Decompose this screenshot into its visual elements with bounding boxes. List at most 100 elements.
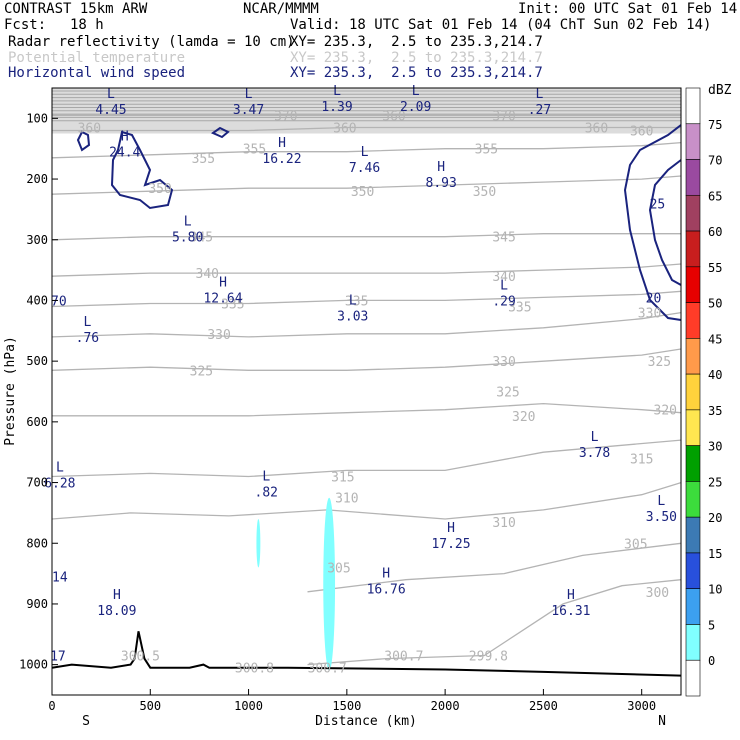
extremum-symbol: H — [113, 588, 121, 603]
theta-label: 345 — [492, 231, 515, 246]
theta-contour-330 — [51, 311, 682, 338]
fcst-value: 18 h — [70, 17, 104, 33]
extremum-value: 2.09 — [400, 100, 431, 115]
x-tick-label: 0 — [48, 699, 55, 713]
start-label: S — [82, 714, 90, 729]
theta-label: 335 — [345, 294, 368, 309]
extremum-value: 3.47 — [233, 103, 264, 118]
extremum-value: 8.93 — [426, 176, 457, 191]
theta-label: 300.8 — [235, 662, 274, 677]
theta-label: 310 — [492, 516, 515, 531]
wind-contour-outer-right — [623, 124, 682, 321]
extremum-value: 7.46 — [349, 161, 380, 176]
colorbar-swatch — [685, 159, 701, 196]
extremum-value: 1.39 — [321, 100, 352, 115]
theta-label: 355 — [475, 143, 498, 158]
theta-contour-345 — [51, 233, 681, 241]
colorbar-level: 0 — [708, 654, 715, 668]
extremum-value: 4.45 — [95, 103, 126, 118]
edge-label: 70 — [51, 294, 67, 309]
extremum-value: .29 — [492, 294, 515, 309]
theta-contour-360 — [52, 126, 681, 132]
valid-time: Valid: 18 UTC Sat 01 Feb 14 (04 ChT Sun … — [290, 17, 712, 33]
colorbar-swatch — [685, 552, 701, 590]
colorbar-level: 50 — [708, 297, 722, 311]
extremum-value: .27 — [528, 103, 551, 118]
x-tick-label: 1000 — [234, 699, 263, 713]
y-tick-label: 800 — [26, 536, 48, 550]
contour-labels: 360 370 360 360 370 360 360 355 355 355 350 350 350 3… — [44, 84, 677, 677]
extremum-value: 16.31 — [551, 604, 590, 619]
theta-label: 350 — [351, 185, 374, 200]
x-axis-label: Distance (km) — [315, 714, 417, 729]
extremum-symbol: H — [437, 160, 445, 175]
colorbar-level: 40 — [708, 368, 722, 382]
theta-label: 299.8 — [469, 650, 508, 665]
extremum-symbol: L — [349, 294, 357, 309]
field-xy-theta: XY= 235.3, 2.5 to 235.3,214.7 — [290, 50, 543, 66]
colorbar-swatch — [685, 624, 701, 661]
extremum-symbol: H — [382, 567, 390, 582]
theta-label: 330 — [207, 328, 230, 343]
colorbar-level: 5 — [708, 618, 715, 632]
theta-label: 300.7 — [308, 662, 347, 677]
colorbar-swatch — [685, 302, 701, 339]
colorbar-level: 15 — [708, 547, 722, 561]
colorbar-swatch — [685, 409, 701, 446]
theta-contour-340 — [51, 263, 682, 277]
colorbar-swatch — [685, 516, 701, 554]
theta-label: 330 — [638, 307, 661, 322]
extremum-symbol: L — [591, 430, 599, 445]
extremum-symbol: L — [107, 87, 115, 102]
theta-label: 320 — [512, 410, 535, 425]
x-tick-label: 2000 — [431, 699, 460, 713]
wind-contour-small-left — [76, 130, 91, 152]
theta-label: 325 — [496, 386, 519, 401]
colorbar-swatch — [685, 230, 701, 268]
theta-contour-335 — [51, 290, 682, 308]
theta-label: 300.5 — [121, 650, 160, 665]
field-xy-reflectivity: XY= 235.3, 2.5 to 235.3,214.7 — [290, 34, 543, 50]
wind-contour-label: 25 — [650, 197, 666, 212]
theta-label: 325 — [648, 355, 671, 370]
colorbar-swatch — [685, 194, 701, 232]
terrain — [51, 631, 682, 677]
theta-label: 300 — [646, 586, 669, 601]
x-tick-label: 1500 — [332, 699, 361, 713]
theta-label: 360 — [630, 124, 653, 139]
theta-contour-305 — [307, 542, 682, 593]
theta-label: 345 — [190, 231, 213, 246]
theta-label: 370 — [492, 109, 515, 124]
y-axis-ticks: 100 200 300 400 500 600 700 800 900 1000 — [19, 111, 58, 672]
theta-label: 350 — [148, 182, 171, 197]
theta-label: 305 — [327, 562, 350, 577]
colorbar-swatch — [685, 338, 701, 375]
extremum-symbol: L — [262, 470, 270, 485]
colorbar-level: 55 — [708, 261, 722, 275]
x-tick-label: 3000 — [627, 699, 656, 713]
theta-label: 330 — [492, 355, 515, 370]
colorbar-swatch — [685, 445, 701, 482]
theta-label: 360 — [382, 109, 405, 124]
y-tick-label: 700 — [26, 476, 48, 490]
theta-label: 325 — [190, 364, 213, 379]
x-tick-label: 500 — [139, 699, 161, 713]
axes: 0 500 1000 1500 2000 2500 3000 100 200 300 400 500… — [3, 87, 682, 729]
wind-contour-25-left — [110, 130, 174, 210]
edge-label: 14 — [52, 571, 68, 586]
x-tick-label: 2500 — [529, 699, 558, 713]
colorbar-level: 20 — [708, 511, 722, 525]
y-tick-label: 600 — [26, 415, 48, 429]
extremum-value: 16.22 — [262, 152, 301, 167]
fcst-label: Fcst: — [4, 17, 47, 33]
extremum-value: 24.4 — [109, 146, 140, 161]
theta-label: 350 — [473, 185, 496, 200]
colorbar-level: 60 — [708, 225, 722, 239]
theta-label: 370 — [274, 109, 297, 124]
extremum-value: 18.09 — [97, 604, 136, 619]
field-name-wind: Horizontal wind speed — [8, 65, 186, 81]
center-label: NCAR/MMMM — [243, 1, 319, 17]
y-tick-label: 1000 — [19, 658, 48, 672]
theta-label: 360 — [78, 121, 101, 136]
